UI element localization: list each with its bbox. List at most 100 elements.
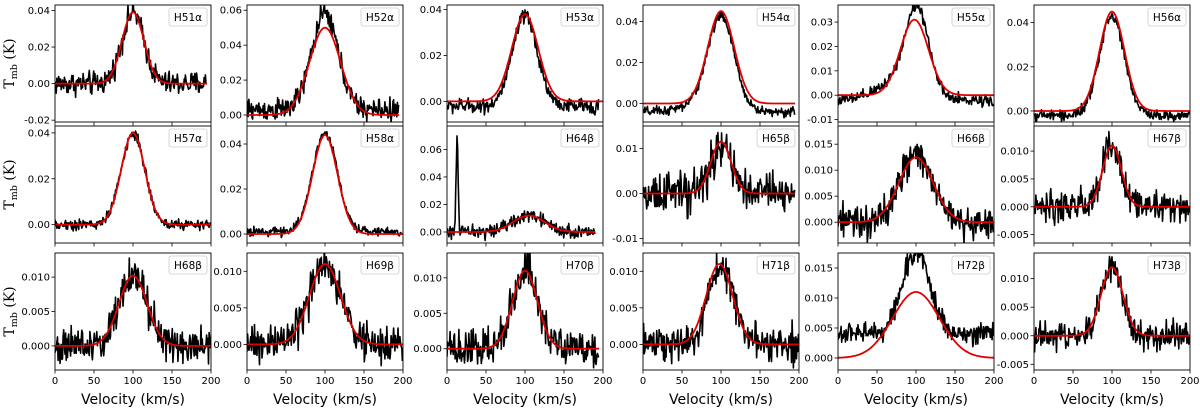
- y-tick-label: 0.000: [213, 340, 242, 351]
- legend-label: H67β: [1153, 133, 1181, 145]
- y-tick-label: 0.015: [804, 264, 833, 275]
- observed-spectrum-line: [643, 253, 799, 369]
- x-tick-label: 0: [640, 376, 646, 387]
- x-tick-label: 150: [945, 376, 964, 387]
- x-tick-label: 200: [393, 376, 412, 387]
- x-tick-label: 200: [593, 376, 612, 387]
- legend-box: [168, 128, 208, 148]
- x-tick-label: 150: [554, 376, 573, 387]
- legend-label: H54α: [762, 12, 790, 24]
- observed-spectrum-line: [247, 5, 400, 122]
- y-axis-label: Tmb (K): [2, 38, 20, 88]
- legend-box: [1147, 255, 1187, 275]
- observed-spectrum-line: [838, 143, 994, 243]
- y-tick-label: 0.00: [811, 91, 833, 102]
- observed-spectrum-line: [1034, 255, 1190, 354]
- y-axis-label: Tmb (K): [2, 286, 20, 336]
- gaussian-fit-line: [838, 156, 994, 224]
- y-tick-label: 0.01: [811, 66, 833, 77]
- legend-label: H71β: [762, 260, 790, 272]
- y-tick-label: 0.04: [28, 6, 50, 17]
- x-tick-label: 150: [162, 376, 181, 387]
- legend-label: H51α: [174, 12, 202, 24]
- x-tick-label: 200: [201, 376, 220, 387]
- x-tick-label: 0: [52, 376, 58, 387]
- panel: 0 50 100 150 200 0.000 0.005 0.010 H69β Velocity …: [213, 252, 413, 408]
- panel: 0.00 0.02 0.04 H56α: [1007, 4, 1191, 126]
- gaussian-fit-line: [1034, 10, 1190, 112]
- legend-box: [756, 7, 796, 27]
- x-tick-label: 200: [789, 376, 808, 387]
- gaussian-fit-line: [55, 274, 211, 347]
- x-axis-label: Velocity (km/s): [473, 392, 577, 408]
- x-axis-label: Velocity (km/s): [669, 392, 773, 408]
- y-tick-label: 0.015: [804, 140, 833, 151]
- x-tick-label: 50: [88, 376, 101, 387]
- legend-box: [756, 255, 796, 275]
- y-tick-label: 0.005: [804, 324, 833, 335]
- y-tick-label: 0.02: [1007, 62, 1029, 73]
- y-tick-label: 0.02: [616, 58, 638, 69]
- x-tick-label: 200: [984, 376, 1003, 387]
- y-tick-label: -0.005: [997, 360, 1029, 371]
- legend-label: H69β: [366, 260, 394, 272]
- y-tick-label: 0.00: [420, 227, 442, 238]
- y-tick-label: 0.00: [1007, 106, 1029, 117]
- observed-spectrum-line: [247, 253, 403, 367]
- y-tick-label: 0.04: [220, 41, 242, 52]
- legend-label: H66β: [957, 133, 985, 145]
- y-tick-label: 0.005: [21, 307, 50, 318]
- x-tick-label: 100: [906, 376, 925, 387]
- panel: 0.00 0.02 0.04 H57α: [28, 125, 212, 247]
- x-axis-label: Velocity (km/s): [864, 392, 968, 408]
- legend-box: [360, 255, 400, 275]
- panel: 0 50 100 150 200 0.000 0.005 0.010 H71β Velocity …: [609, 252, 809, 408]
- y-tick-label: 0.02: [811, 42, 833, 53]
- gaussian-fit-line: [55, 131, 211, 226]
- x-axis-label: Velocity (km/s): [81, 392, 185, 408]
- legend-box: [360, 128, 400, 148]
- legend-box: [168, 255, 208, 275]
- panel: 0 50 100 150 200 0.000 0.005 0.010 H70β Velocity …: [413, 252, 613, 408]
- y-tick-label: 0.010: [804, 166, 833, 177]
- y-tick-label: 0.000: [609, 340, 638, 351]
- panel: -0.01 0.00 0.01 H65β: [612, 125, 800, 247]
- y-tick-label: -0.01: [612, 234, 638, 245]
- legend-label: H64β: [566, 133, 594, 145]
- y-axis-labels: Tmb (K) Tmb (K) Tmb (K): [2, 38, 20, 336]
- y-tick-label: 0.00: [220, 111, 242, 122]
- observed-spectrum-line: [447, 9, 600, 116]
- x-tick-label: 100: [1102, 376, 1121, 387]
- panel: 0.00 0.02 0.04 H53α: [420, 4, 604, 126]
- y-tick-label: 0.02: [220, 185, 242, 196]
- y-tick-label: 0.005: [804, 192, 833, 203]
- x-tick-label: 100: [315, 376, 334, 387]
- y-tick-label: 0.04: [420, 5, 442, 16]
- observed-spectrum-line: [643, 11, 796, 119]
- y-tick-label: 0.02: [28, 43, 50, 54]
- y-tick-label: 0.010: [213, 267, 242, 278]
- legend-label: H73β: [1153, 260, 1181, 272]
- legend-label: H56α: [1153, 12, 1181, 24]
- x-tick-label: 50: [1067, 376, 1080, 387]
- y-tick-label: 0.010: [1000, 147, 1029, 158]
- gaussian-fit-line: [447, 214, 596, 233]
- y-tick-label: 0.04: [28, 128, 50, 139]
- y-tick-label: 0.010: [804, 294, 833, 305]
- legend-label: H72β: [957, 260, 985, 272]
- gaussian-fit-line: [838, 18, 994, 97]
- observed-spectrum-line: [1034, 12, 1190, 122]
- legend-label: H53α: [566, 12, 594, 24]
- panel: 0.00 0.02 0.04 H54α: [616, 4, 800, 126]
- legend-box: [756, 128, 796, 148]
- y-tick-label: 0.005: [213, 303, 242, 314]
- y-tick-label: 0.000: [1000, 331, 1029, 342]
- y-tick-label: 0.02: [420, 200, 442, 211]
- gaussian-fit-line: [447, 13, 603, 103]
- panel: 0.00 0.02 0.04 0.06 H52α: [220, 4, 404, 126]
- legend-label: H65β: [762, 133, 790, 145]
- y-tick-label: -0.02: [24, 116, 50, 127]
- x-tick-label: 100: [515, 376, 534, 387]
- x-axis-label: Velocity (km/s): [273, 392, 377, 408]
- panel: 0 50 100 150 200 0.000 0.005 0.010 H68β Velocity …: [21, 252, 221, 408]
